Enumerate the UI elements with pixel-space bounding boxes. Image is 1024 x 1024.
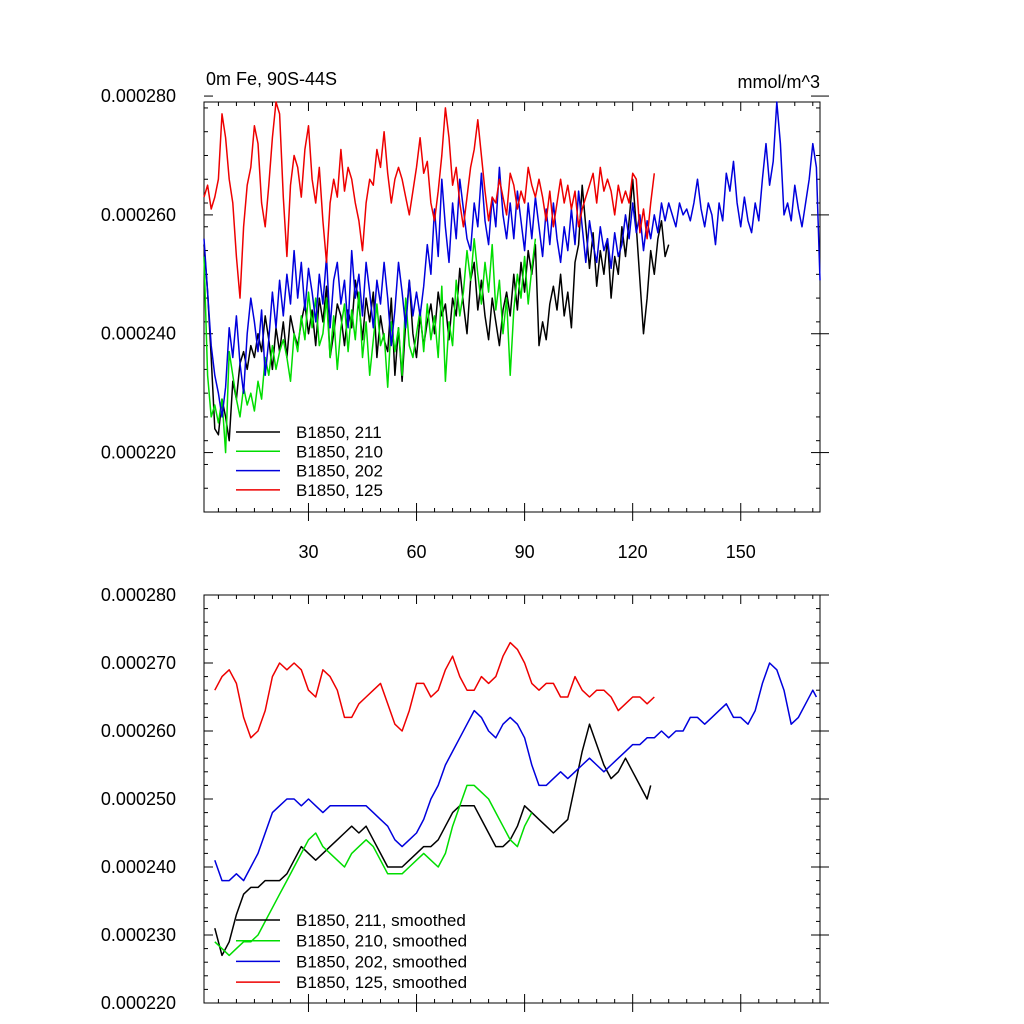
top-legend-label-1: B1850, 211	[296, 423, 382, 442]
bottom-series-line-3	[214, 662, 818, 882]
top-series-line-2	[203, 237, 537, 454]
top-y-tick-label: 0.000260	[101, 205, 176, 225]
bottom-legend-label-4: B1850, 125, smoothed	[296, 973, 467, 992]
top-series-line-4	[203, 101, 656, 299]
bottom-legend-label-1: B1850, 211, smoothed	[296, 911, 466, 930]
bottom-y-tick-label: 0.000230	[101, 925, 176, 945]
top-y-tick-label: 0.000240	[101, 324, 176, 344]
top-plot-frame	[203, 101, 821, 513]
top-panel: 0m Fe, 90S-44S mmol/m^3 30 60 90 120 150 0.00…	[101, 69, 829, 562]
bottom-series-line-4	[214, 641, 655, 739]
bottom-legend-label-2: B1850, 210, smoothed	[296, 932, 467, 951]
top-x-tick-label: 90	[515, 542, 535, 562]
bottom-y-tick-label: 0.000270	[101, 653, 176, 673]
bottom-y-tick-label: 0.000250	[101, 789, 176, 809]
top-x-tick-label: 30	[298, 542, 318, 562]
top-legend-label-2: B1850, 210	[296, 442, 383, 461]
bottom-panel: 0.000220 0.000230 0.000240 0.000250 0.000260…	[101, 585, 829, 1013]
bottom-legend-label-3: B1850, 202, smoothed	[296, 952, 467, 971]
top-x-tick-label: 120	[618, 542, 648, 562]
top-panel-title: 0m Fe, 90S-44S	[206, 69, 337, 89]
top-y-tick-label: 0.000280	[101, 86, 176, 106]
top-legend-label-4: B1850, 125	[296, 481, 383, 500]
bottom-y-tick-label: 0.000280	[101, 585, 176, 605]
top-panel-units: mmol/m^3	[738, 72, 820, 92]
bottom-y-tick-label: 0.000240	[101, 857, 176, 877]
top-x-tick-label: 60	[407, 542, 427, 562]
top-series-line-1	[203, 178, 670, 442]
bottom-y-tick-label: 0.000220	[101, 993, 176, 1013]
bottom-series-line-2	[214, 784, 533, 957]
top-x-tick-label: 150	[726, 542, 756, 562]
top-y-tick-label: 0.000220	[101, 443, 176, 463]
bottom-y-tick-label: 0.000260	[101, 721, 176, 741]
top-legend-label-3: B1850, 202	[296, 462, 383, 481]
bottom-series-line-1	[214, 723, 652, 957]
top-series-line-3	[203, 101, 821, 418]
